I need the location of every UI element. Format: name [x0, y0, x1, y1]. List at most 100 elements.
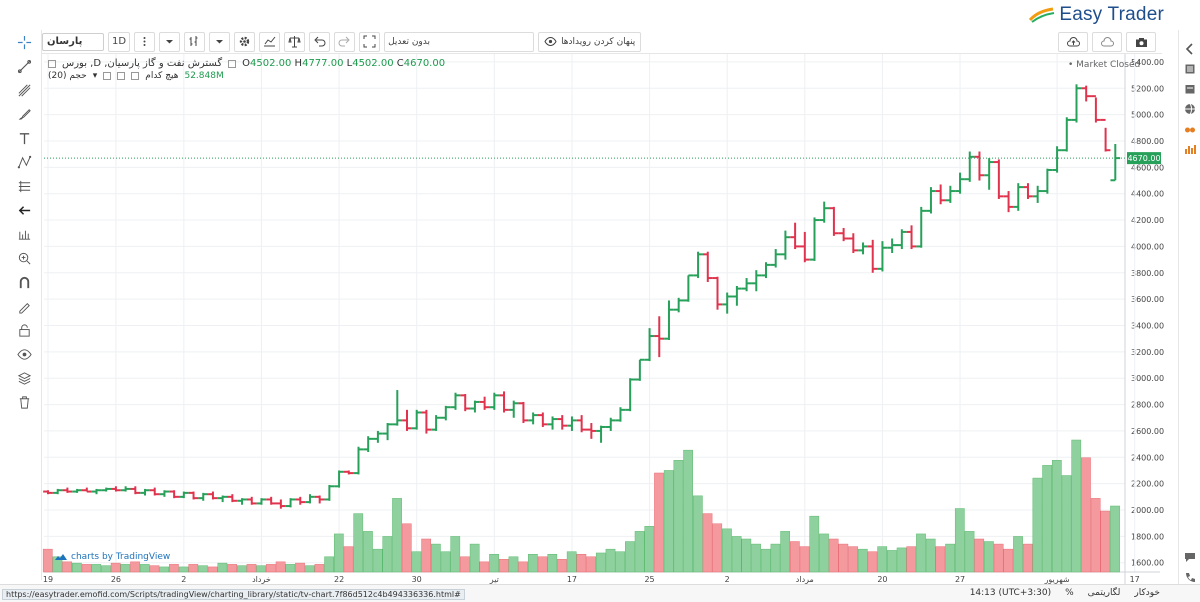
measure-tool[interactable] — [14, 174, 36, 198]
indicators-button[interactable] — [259, 31, 281, 52]
volume-bar — [722, 528, 732, 573]
volume-bar — [673, 460, 684, 573]
x-tick-label: 25 — [644, 575, 654, 584]
toggle-events-label: پنهان کردن رویدادها — [561, 36, 636, 47]
magnet-tool[interactable] — [14, 270, 36, 294]
volume-bar — [935, 546, 946, 573]
interval-dropdown[interactable] — [159, 31, 181, 52]
lock-tool[interactable] — [14, 318, 36, 342]
volume-bar — [217, 562, 228, 573]
eye-icon — [17, 348, 32, 360]
interval-more-button[interactable] — [134, 31, 156, 52]
binoculars-icon[interactable] — [1183, 122, 1197, 136]
y-tick-label: 3400.00 — [1131, 321, 1164, 330]
compare-button[interactable] — [284, 31, 306, 52]
redo-button[interactable] — [334, 31, 356, 52]
fullscreen-button[interactable] — [359, 31, 381, 52]
stay-drawing-tool[interactable] — [14, 294, 36, 318]
volume-bar — [392, 498, 402, 573]
volume-bar — [896, 547, 907, 573]
toggle-events-button[interactable]: پنهان کردن رویدادها — [538, 31, 642, 52]
brand-logo[interactable]: Easy Trader — [1029, 4, 1164, 26]
load-cloud-button[interactable] — [1092, 32, 1122, 52]
more-vertical-icon — [143, 37, 146, 46]
watchlist-icon[interactable] — [1183, 62, 1197, 76]
undo-button[interactable] — [309, 31, 331, 52]
chart-type-button[interactable] — [184, 31, 206, 52]
volume-bar — [1090, 498, 1101, 573]
volume-bar — [236, 565, 247, 573]
chart-toolbar: پارسان 1D بدون تعدیل پنهان کردن رویدادها — [42, 30, 1162, 54]
volume-bar — [314, 564, 325, 573]
layers-tool[interactable] — [14, 366, 36, 390]
volume-caret-icon[interactable]: ▾ — [92, 71, 98, 81]
delete-tool[interactable] — [14, 390, 36, 414]
percent-toggle[interactable]: % — [1065, 588, 1074, 598]
volume-bar — [634, 531, 645, 573]
globe-icon[interactable] — [1183, 102, 1197, 116]
y-tick-label: 2800.00 — [1131, 401, 1164, 410]
chart-actions — [1058, 32, 1156, 52]
settings-button[interactable] — [234, 31, 256, 52]
x-tick-label: 17 — [1130, 575, 1140, 584]
right-sidebar — [1178, 30, 1200, 602]
fib-tool[interactable] — [14, 78, 36, 102]
zoom-tool[interactable] — [14, 246, 36, 270]
volume-bar — [586, 556, 596, 573]
hide-tool[interactable] — [14, 342, 36, 366]
legend-settings-icon[interactable] — [228, 59, 237, 68]
volume-bar — [101, 565, 111, 573]
collapse-arrow-icon[interactable] — [1183, 42, 1197, 56]
bar-chart-icon[interactable] — [1183, 142, 1197, 156]
y-tick-label: 1800.00 — [1131, 532, 1164, 541]
volume-close-icon[interactable] — [131, 72, 140, 80]
volume-bar — [139, 564, 150, 573]
log-toggle[interactable]: لگاریتمی — [1087, 588, 1121, 598]
crosshair-tool[interactable] — [14, 30, 36, 54]
text-tool[interactable] — [14, 126, 36, 150]
volume-bar — [537, 556, 548, 573]
tradingview-watermark[interactable]: charts by TradingView — [54, 552, 170, 562]
x-tick-label: 19 — [43, 575, 53, 584]
ruler-icon — [18, 180, 31, 192]
collapse-legend-icon[interactable] — [48, 59, 56, 68]
x-tick-label: 17 — [567, 575, 577, 584]
brush-tool[interactable] — [14, 102, 36, 126]
volume-bar — [887, 550, 897, 573]
phone-icon[interactable] — [1184, 572, 1196, 587]
y-tick-label: 5400.00 — [1131, 58, 1164, 67]
volume-bar — [275, 561, 286, 573]
volume-bar — [528, 553, 538, 573]
adjustment-select[interactable]: بدون تعدیل — [384, 31, 535, 52]
trash-icon — [19, 395, 30, 409]
magnet-icon — [19, 276, 30, 288]
chat-icon[interactable] — [1184, 551, 1196, 566]
volume-settings-icon[interactable] — [117, 72, 126, 80]
interval-button[interactable]: 1D — [108, 31, 131, 52]
volume-bar — [401, 523, 412, 573]
chart-type-dropdown[interactable] — [209, 31, 231, 52]
volume-eye-icon[interactable] — [103, 72, 112, 80]
volume-bar — [42, 548, 53, 573]
calendar-icon[interactable] — [1183, 82, 1197, 96]
symbol-input[interactable]: پارسان — [42, 32, 104, 51]
volume-bar — [246, 564, 257, 573]
pattern-tool[interactable] — [14, 150, 36, 174]
arrow-left-icon — [18, 205, 31, 215]
redo-icon — [338, 36, 350, 47]
volume-bar — [877, 546, 888, 573]
volume-bar — [266, 564, 276, 573]
save-cloud-button[interactable] — [1058, 32, 1088, 52]
trendline-tool[interactable] — [14, 54, 36, 78]
x-tick-label: 20 — [877, 575, 887, 584]
snapshot-button[interactable] — [1126, 32, 1156, 52]
measure-range-tool[interactable] — [14, 222, 36, 246]
volume-bar — [440, 551, 451, 573]
gear-icon — [239, 36, 250, 47]
auto-toggle[interactable]: خودکار — [1134, 588, 1160, 598]
volume-bar — [770, 543, 781, 573]
back-tool[interactable] — [14, 198, 36, 222]
volume-bar — [692, 495, 703, 573]
none-label: هیچ کدام — [145, 71, 179, 81]
